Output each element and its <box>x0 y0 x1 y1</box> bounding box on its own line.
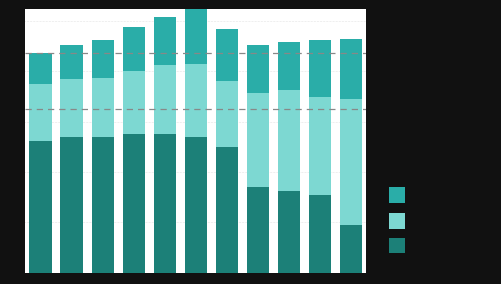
Bar <box>30 84 52 141</box>
Bar <box>246 45 269 93</box>
Bar <box>60 79 83 137</box>
Bar <box>308 97 331 195</box>
Bar <box>153 17 175 65</box>
Bar <box>215 29 237 82</box>
Bar <box>153 134 175 273</box>
Bar <box>277 90 300 191</box>
Bar <box>339 99 361 225</box>
Bar <box>91 40 114 78</box>
Bar <box>122 134 145 273</box>
Bar <box>30 141 52 273</box>
Bar <box>122 71 145 134</box>
Bar <box>215 82 237 147</box>
Bar <box>184 7 206 64</box>
Bar <box>30 53 52 84</box>
Bar <box>308 40 331 97</box>
Bar <box>277 43 300 90</box>
Bar <box>246 93 269 187</box>
Bar <box>277 191 300 273</box>
Bar <box>339 225 361 273</box>
Bar <box>122 27 145 71</box>
Bar <box>215 147 237 273</box>
Bar <box>184 64 206 137</box>
Bar <box>91 137 114 273</box>
Bar <box>184 137 206 273</box>
Bar <box>339 39 361 99</box>
Bar <box>246 187 269 273</box>
Bar <box>60 45 83 79</box>
Bar <box>153 65 175 134</box>
Bar <box>308 195 331 273</box>
Bar <box>91 78 114 137</box>
Bar <box>60 137 83 273</box>
